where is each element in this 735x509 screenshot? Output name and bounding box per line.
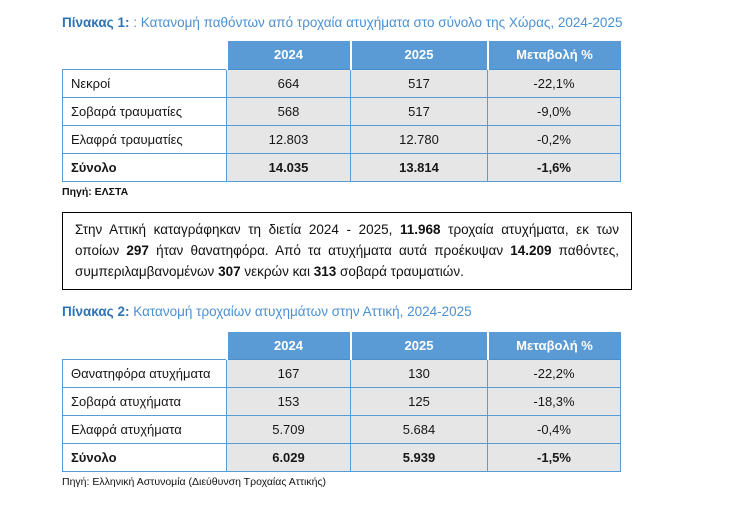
value-2025-cell: 517 — [350, 96, 488, 126]
row-label-cell: Σοβαρά ατυχήματα — [62, 387, 227, 416]
info-box-deaths-count: 307 — [218, 263, 241, 279]
value-2024-cell: 6.029 — [226, 443, 351, 472]
table-header-row: 2024 2025 Μεταβολή % — [62, 41, 621, 70]
info-box-casualties-count: 14.209 — [510, 242, 552, 258]
row-label-cell: Θανατηφόρα ατυχήματα — [62, 359, 227, 388]
info-box-text: τροχαία ατυχήματα, εκ των οποίων — [75, 221, 619, 258]
table-row: Σοβαρά ατυχήματα 153 125 -18,3% — [62, 387, 621, 416]
table-row: Νεκροί 664 517 -22,1% — [62, 68, 621, 98]
info-box-text: παθόντες, συμπεριλαμβανομένων — [75, 242, 619, 279]
attica-accidents-table: 2024 2025 Μεταβολή % Θανατηφόρα ατυχήματ… — [62, 331, 621, 472]
value-2024-cell: 568 — [226, 96, 351, 126]
table1-col-header-2025: 2025 — [349, 41, 488, 70]
change-cell: -18,3% — [487, 387, 621, 416]
table1-caption-title: : Κατανομή παθόντων από τροχαία ατυχήματ… — [133, 15, 623, 30]
value-2024-cell: 14.035 — [226, 152, 351, 182]
row-label-cell: Σύνολο — [62, 443, 227, 472]
info-box-fatal-count: 297 — [126, 242, 149, 258]
value-2024-cell: 12.803 — [226, 124, 351, 154]
row-label-cell: Ελαφρά ατυχήματα — [62, 415, 227, 444]
value-2024-cell: 5.709 — [226, 415, 351, 444]
change-cell: -0,4% — [487, 415, 621, 444]
table2-caption-title: Κατανομή τροχαίων ατυχημάτων στην Αττική… — [133, 303, 472, 319]
row-label-cell: Σύνολο — [62, 152, 227, 182]
value-2025-cell: 517 — [350, 68, 488, 98]
row-label-cell: Νεκροί — [62, 68, 227, 98]
table-row: Ελαφρά τραυματίες 12.803 12.780 -0,2% — [62, 124, 621, 154]
table1-caption: Πίνακας 1: : Κατανομή παθόντων από τροχα… — [62, 12, 640, 34]
table-header-row: 2024 2025 Μεταβολή % — [62, 331, 621, 360]
table1-col-header-2024: 2024 — [225, 41, 351, 70]
info-box-text: ήταν θανατηφόρα. Από τα ατυχήματα αυτά π… — [148, 242, 511, 258]
table1-corner-cell — [62, 41, 227, 69]
table1-caption-number: Πίνακας 1: — [62, 15, 130, 30]
change-cell: -1,6% — [487, 152, 621, 182]
change-cell: -9,0% — [487, 96, 621, 126]
value-2025-cell: 130 — [350, 359, 488, 388]
value-2025-cell: 125 — [350, 387, 488, 416]
table1-source-note: Πηγή: ΕΛΣΤΑ — [62, 185, 129, 198]
value-2024-cell: 167 — [226, 359, 351, 388]
table-total-row: Σύνολο 6.029 5.939 -1,5% — [62, 443, 621, 472]
table2-col-header-2025: 2025 — [349, 331, 488, 360]
change-cell: -22,2% — [487, 359, 621, 388]
row-label-cell: Σοβαρά τραυματίες — [62, 96, 227, 126]
national-casualties-table: 2024 2025 Μεταβολή % Νεκροί 664 517 -22,… — [62, 41, 621, 182]
value-2024-cell: 153 — [226, 387, 351, 416]
table-row: Ελαφρά ατυχήματα 5.709 5.684 -0,4% — [62, 415, 621, 444]
change-cell: -22,1% — [487, 68, 621, 98]
info-box-accidents-count: 11.968 — [400, 221, 441, 237]
value-2025-cell: 5.684 — [350, 415, 488, 444]
info-box-serious-count: 313 — [313, 263, 337, 279]
attica-summary-box: Στην Αττική καταγράφηκαν τη διετία 2024 … — [62, 211, 632, 290]
value-2025-cell: 12.780 — [350, 124, 488, 154]
table2-source-note: Πηγή: Ελληνική Αστυνομία (Διεύθυνση Τροχ… — [62, 476, 327, 488]
table2-col-header-change: Μεταβολή % — [486, 331, 621, 360]
value-2025-cell: 5.939 — [350, 443, 488, 472]
table2-corner-cell — [62, 331, 227, 360]
value-2025-cell: 13.814 — [350, 152, 488, 182]
table-row: Σοβαρά τραυματίες 568 517 -9,0% — [62, 96, 621, 126]
table1-col-header-change: Μεταβολή % — [486, 41, 621, 70]
change-cell: -0,2% — [487, 124, 621, 154]
table-total-row: Σύνολο 14.035 13.814 -1,6% — [62, 152, 621, 182]
table2-caption: Πίνακας 2: Κατανομή τροχαίων ατυχημάτων … — [62, 301, 640, 323]
table2-caption-number: Πίνακας 2: — [62, 303, 130, 319]
info-box-text: Στην Αττική καταγράφηκαν τη διετία 2024 … — [75, 221, 400, 237]
page-content: Πίνακας 1: : Κατανομή παθόντων από τροχα… — [62, 12, 640, 488]
row-label-cell: Ελαφρά τραυματίες — [62, 124, 227, 154]
table-row: Θανατηφόρα ατυχήματα 167 130 -22,2% — [62, 359, 621, 388]
change-cell: -1,5% — [487, 443, 621, 472]
info-box-text: νεκρών και — [240, 263, 314, 279]
value-2024-cell: 664 — [226, 68, 351, 98]
table2-col-header-2024: 2024 — [225, 331, 351, 360]
info-box-text: σοβαρά τραυματιών. — [336, 263, 464, 279]
